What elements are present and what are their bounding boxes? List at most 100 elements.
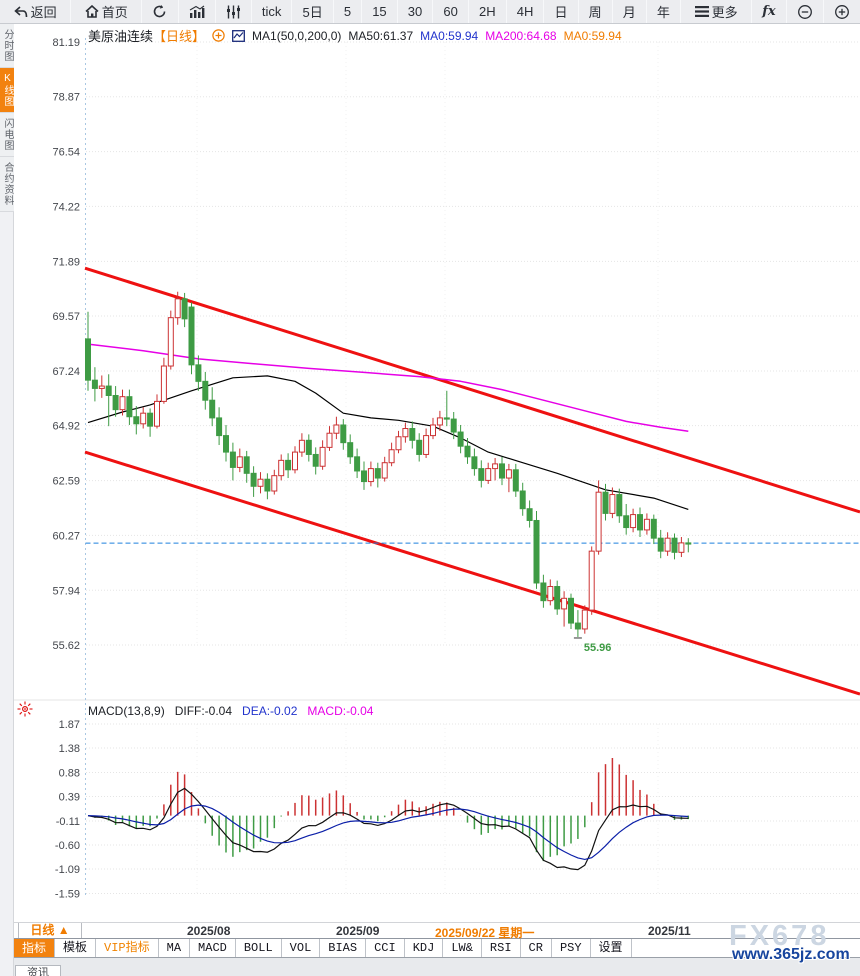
macd-title: MACD(13,8,9) xyxy=(88,704,165,718)
sidebar-tab-lightning[interactable]: 闪电图 xyxy=(0,113,14,157)
settings-tab[interactable]: 设置 xyxy=(591,939,632,957)
news-tab[interactable]: 资讯 xyxy=(15,965,61,976)
bar-chart-style-button[interactable] xyxy=(179,0,216,23)
indicator-toolbar: 指标 模板 VIP指标 MA MACD BOLL VOL BIAS CCI KD… xyxy=(14,938,860,958)
period-15min-tab[interactable]: 15 xyxy=(362,0,398,23)
period-label: 2H xyxy=(478,4,496,19)
chart-type-sidebar: 分时图 K线图 闪电图 合约资料 xyxy=(0,24,14,976)
ma50-value: MA50:61.37 xyxy=(348,28,414,43)
hamburger-icon xyxy=(694,6,709,17)
zoom-out-button[interactable] xyxy=(787,0,824,23)
period-day-tab[interactable]: 日 xyxy=(544,0,579,23)
macd-tab[interactable]: MACD xyxy=(190,939,236,957)
ma-tab[interactable]: MA xyxy=(159,939,191,957)
period-week-tab[interactable]: 周 xyxy=(579,0,613,23)
date-label-nov: 2025/11 xyxy=(648,924,691,938)
price-chart-canvas[interactable]: 81.19 78.87 76.54 74.22 71.89 69.57 67.24 64.92… xyxy=(14,24,860,922)
vip-indicator-tab[interactable]: VIP指标 xyxy=(96,939,159,957)
back-arrow-icon xyxy=(13,5,28,18)
svg-text:76.54: 76.54 xyxy=(52,147,80,159)
more-button[interactable]: 更多 xyxy=(681,0,753,23)
date-label-aug: 2025/08 xyxy=(187,924,231,938)
bias-tab[interactable]: BIAS xyxy=(320,939,367,957)
indicator-tab[interactable]: 指标 xyxy=(14,939,56,957)
period-60min-tab[interactable]: 60 xyxy=(433,0,469,23)
period-label: 周 xyxy=(588,5,602,20)
svg-text:60.27: 60.27 xyxy=(52,530,80,542)
psy-tab[interactable]: PSY xyxy=(552,939,591,957)
indicator-marker-icon[interactable] xyxy=(17,701,33,722)
period-tick-tab[interactable]: tick xyxy=(252,0,293,23)
svg-text:0.39: 0.39 xyxy=(59,792,80,804)
period-label: 5日 xyxy=(302,5,323,20)
sidebar-tab-timeshare[interactable]: 分时图 xyxy=(0,24,14,68)
period-30min-tab[interactable]: 30 xyxy=(398,0,434,23)
date-label-sep: 2025/09 xyxy=(336,924,380,938)
svg-text:78.87: 78.87 xyxy=(52,92,80,104)
zoom-out-icon xyxy=(797,4,813,20)
kdj-tab[interactable]: KDJ xyxy=(405,939,444,957)
period-dropdown-button[interactable]: 日线 ▲ xyxy=(18,923,82,938)
back-button[interactable]: 返回 xyxy=(0,0,72,23)
svg-text:-1.09: -1.09 xyxy=(55,864,80,876)
candlestick-style-button[interactable] xyxy=(216,0,252,23)
back-label: 返回 xyxy=(30,5,57,20)
boll-tab[interactable]: BOLL xyxy=(236,939,282,957)
svg-text:64.92: 64.92 xyxy=(52,421,80,433)
sidebar-tab-kline[interactable]: K线图 xyxy=(0,68,14,113)
svg-text:55.96: 55.96 xyxy=(584,642,612,654)
period-label: 60 xyxy=(443,4,458,19)
period-5d-tab[interactable]: 5日 xyxy=(292,0,334,23)
period-label: 30 xyxy=(407,4,423,19)
period-label: 15 xyxy=(372,4,387,19)
period-month-tab[interactable]: 月 xyxy=(613,0,647,23)
chart-header: 美原油连续【日线】 MA1(50,0,200,0) MA50:61.37 MA0… xyxy=(88,27,622,45)
home-button[interactable]: 首页 xyxy=(71,0,143,23)
vol-tab[interactable]: VOL xyxy=(282,939,321,957)
sidebar-tab-contract-info[interactable]: 合约资料 xyxy=(0,157,14,212)
svg-text:67.24: 67.24 xyxy=(52,366,80,378)
candlestick-icon xyxy=(226,5,241,19)
period-2h-tab[interactable]: 2H xyxy=(469,0,507,23)
period-4h-tab[interactable]: 4H xyxy=(507,0,545,23)
macd-dea-value: DEA:-0.02 xyxy=(242,704,298,718)
period-label: 5 xyxy=(343,4,352,19)
svg-text:55.62: 55.62 xyxy=(52,640,80,652)
macd-bar-value: MACD:-0.04 xyxy=(307,704,374,718)
period-label: 年 xyxy=(656,5,670,20)
circle-plus-icon[interactable] xyxy=(212,29,225,42)
svg-text:62.59: 62.59 xyxy=(52,476,80,488)
home-icon xyxy=(85,5,99,18)
period-5min-tab[interactable]: 5 xyxy=(334,0,363,23)
macd-diff-value: DIFF:-0.04 xyxy=(174,704,233,718)
formula-button[interactable]: fx xyxy=(752,0,787,23)
chart-main-area: 81.19 78.87 76.54 74.22 71.89 69.57 67.24 64.92… xyxy=(14,24,860,976)
svg-text:-0.11: -0.11 xyxy=(56,816,80,828)
template-tab[interactable]: 模板 xyxy=(55,939,97,957)
indicator-settings-icon[interactable] xyxy=(232,29,245,42)
period-label: 月 xyxy=(622,5,636,20)
lw-tab[interactable]: LW& xyxy=(443,939,482,957)
ma0-value-orange: MA0:59.94 xyxy=(563,28,622,43)
period-year-tab[interactable]: 年 xyxy=(647,0,681,23)
zoom-in-button[interactable] xyxy=(824,0,860,23)
rsi-tab[interactable]: RSI xyxy=(482,939,521,957)
svg-text:0.88: 0.88 xyxy=(59,767,80,779)
refresh-button[interactable] xyxy=(142,0,179,23)
svg-text:-1.59: -1.59 xyxy=(55,889,80,901)
period-label: 4H xyxy=(516,4,534,19)
home-label: 首页 xyxy=(101,5,128,20)
time-axis-row: 日线 ▲ 2025/08 2025/09 2025/09/22 星期一 2025… xyxy=(14,922,860,940)
fx-icon: fx xyxy=(762,4,776,19)
svg-text:57.94: 57.94 xyxy=(52,585,80,597)
period-badge: 【日线】 xyxy=(153,29,206,44)
svg-text:71.89: 71.89 xyxy=(52,256,80,268)
symbol-name: 美原油连续 xyxy=(88,29,154,44)
cr-tab[interactable]: CR xyxy=(521,939,552,957)
cci-tab[interactable]: CCI xyxy=(366,939,405,957)
top-toolbar: 返回 首页 tick 5日 5 15 30 60 2H xyxy=(0,0,860,24)
svg-text:74.22: 74.22 xyxy=(52,201,80,213)
period-label: 日 xyxy=(554,5,568,20)
refresh-icon xyxy=(152,4,167,19)
